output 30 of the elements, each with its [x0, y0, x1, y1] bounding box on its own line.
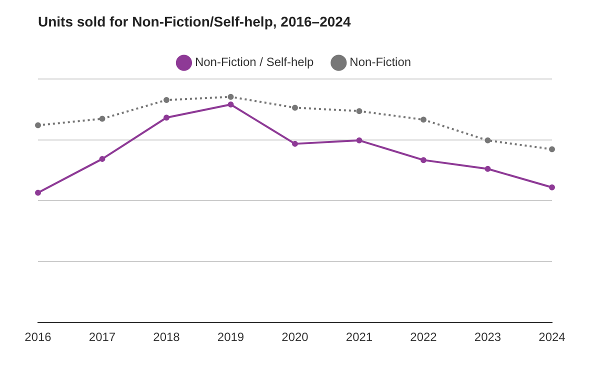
point — [549, 146, 555, 152]
point — [228, 102, 234, 108]
x-tick-label: 2022 — [410, 330, 438, 344]
point — [164, 114, 170, 121]
point — [99, 156, 106, 162]
chart-title: Units sold for Non-Fiction/Self-help, 2016–2024 — [38, 13, 351, 30]
x-tick-label: 2023 — [474, 330, 502, 344]
point — [420, 157, 426, 164]
point — [484, 137, 491, 144]
x-tick-label: 2019 — [217, 330, 244, 344]
point — [356, 137, 362, 144]
x-tick-label: 2020 — [282, 330, 309, 344]
point — [356, 108, 362, 114]
point — [292, 140, 298, 147]
legend-label: Non-Fiction — [350, 55, 412, 70]
point — [484, 166, 491, 172]
point — [549, 184, 555, 190]
point — [292, 104, 298, 111]
point — [35, 190, 41, 196]
x-tick-label: 2021 — [346, 330, 373, 344]
point — [35, 122, 41, 128]
point — [228, 94, 234, 100]
x-tick-label: 2018 — [153, 330, 180, 344]
x-tick-label: 2016 — [24, 330, 52, 344]
point — [99, 116, 106, 122]
x-tick-label: 2024 — [538, 330, 566, 344]
legend-label: Non-Fiction / Self-help — [194, 55, 314, 70]
point — [420, 116, 426, 123]
x-tick-label: 2017 — [88, 330, 116, 344]
point — [164, 97, 170, 104]
